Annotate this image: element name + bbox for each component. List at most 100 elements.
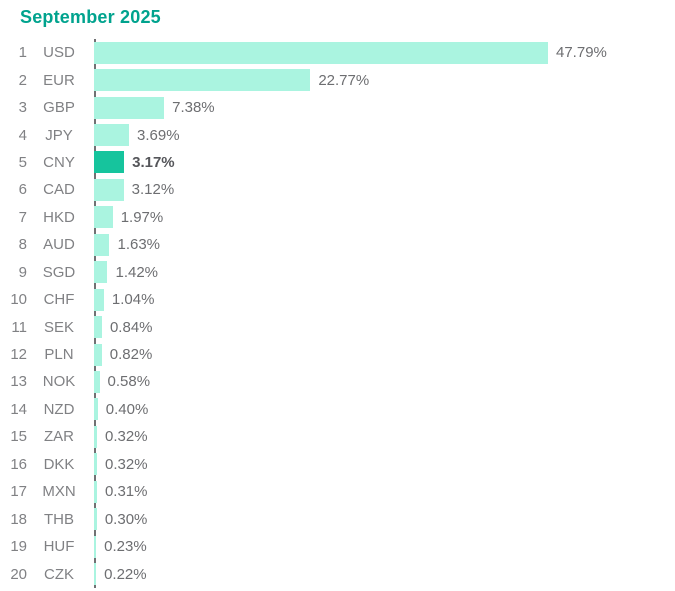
currency-code: AUD xyxy=(43,236,75,254)
bar xyxy=(94,178,124,201)
currency-code: MXN xyxy=(42,483,76,501)
currency-code: USD xyxy=(43,44,75,62)
chart-row: 9 SGD 1.42% xyxy=(0,259,675,286)
chart-rows: 1 USD 47.79% 2 EUR 22.77% 3 GBP 7.38% 4 JPY 3.69% 5 C… xyxy=(0,39,675,588)
value-label: 0.32% xyxy=(105,428,148,446)
value-label: 1.63% xyxy=(117,236,161,254)
chart-row: 13 NOK 0.58% xyxy=(0,368,675,395)
chart-row: 10 CHF 1.04% xyxy=(0,286,675,313)
rank-label: 13 xyxy=(10,373,27,391)
currency-code: HUF xyxy=(43,538,75,556)
bar-cell: 1.97% xyxy=(94,204,675,231)
bar-cell: 0.32% xyxy=(94,451,675,478)
chart-row: 12 PLN 0.82% xyxy=(0,341,675,368)
chart-row: 1 USD 47.79% xyxy=(0,39,675,66)
rank-label: 20 xyxy=(10,565,27,583)
bar xyxy=(94,288,104,311)
currency-code: ZAR xyxy=(44,428,74,446)
y-axis-line xyxy=(94,39,96,588)
value-label: 0.32% xyxy=(105,455,148,473)
rank-label: 14 xyxy=(10,400,27,418)
rank-label: 7 xyxy=(18,208,27,226)
chart-row: 5 CNY 3.17% xyxy=(0,149,675,176)
rank-label: 17 xyxy=(10,483,27,501)
value-label: 3.12% xyxy=(131,181,175,199)
value-label: 0.58% xyxy=(107,373,151,391)
value-label: 0.30% xyxy=(104,510,148,528)
rank-label: 1 xyxy=(18,44,27,62)
bar-cell: 1.04% xyxy=(94,286,675,313)
currency-code: JPY xyxy=(45,126,73,144)
currency-code: SGD xyxy=(42,263,76,281)
currency-code: NOK xyxy=(42,373,76,391)
bar xyxy=(94,398,98,421)
value-label: 0.84% xyxy=(109,318,153,336)
value-label: 0.40% xyxy=(105,400,149,418)
bar xyxy=(94,508,97,531)
bar-cell: 0.82% xyxy=(94,341,675,368)
bar-cell: 7.38% xyxy=(94,94,675,121)
bar-cell: 47.79% xyxy=(94,39,675,66)
bar xyxy=(94,425,98,448)
bar xyxy=(94,316,102,339)
bar xyxy=(94,535,97,558)
bar-cell: 0.40% xyxy=(94,396,675,423)
bar xyxy=(94,206,113,229)
currency-code: PLN xyxy=(44,346,74,364)
chart-row: 8 AUD 1.63% xyxy=(0,231,675,258)
bar-highlighted xyxy=(94,151,125,174)
chart-row: 19 HUF 0.23% xyxy=(0,533,675,560)
chart-row: 17 MXN 0.31% xyxy=(0,478,675,505)
value-label: 0.82% xyxy=(109,346,153,364)
currency-code: SEK xyxy=(43,318,74,336)
currency-code: CZK xyxy=(44,565,74,583)
bar xyxy=(94,343,102,366)
bar xyxy=(94,563,97,586)
bar xyxy=(94,41,548,64)
rank-label: 5 xyxy=(18,153,27,171)
rank-label: 2 xyxy=(18,71,27,89)
value-label: 3.17% xyxy=(132,153,175,171)
bar xyxy=(94,233,110,256)
rank-label: 19 xyxy=(10,538,27,556)
rank-label: 8 xyxy=(18,236,27,254)
currency-code: CNY xyxy=(43,153,75,171)
bar-cell: 0.22% xyxy=(94,560,675,587)
bar xyxy=(94,453,98,476)
value-label: 1.97% xyxy=(120,208,164,226)
rank-label: 6 xyxy=(18,181,27,199)
chart-row: 15 ZAR 0.32% xyxy=(0,423,675,450)
chart-row: 3 GBP 7.38% xyxy=(0,94,675,121)
rank-label: 12 xyxy=(10,346,27,364)
value-label: 0.23% xyxy=(104,538,147,556)
chart-row: 11 SEK 0.84% xyxy=(0,313,675,340)
chart-row: 4 JPY 3.69% xyxy=(0,121,675,148)
rank-label: 18 xyxy=(10,510,27,528)
value-label: 1.04% xyxy=(111,291,155,309)
chart-row: 2 EUR 22.77% xyxy=(0,66,675,93)
currency-code: HKD xyxy=(43,208,75,226)
bar-cell: 0.31% xyxy=(94,478,675,505)
value-label: 22.77% xyxy=(318,71,370,89)
currency-code: DKK xyxy=(43,455,75,473)
bar-cell: 1.42% xyxy=(94,259,675,286)
value-label: 47.79% xyxy=(556,44,607,62)
bar-cell: 3.12% xyxy=(94,176,675,203)
rank-label: 10 xyxy=(10,291,27,309)
chart-row: 16 DKK 0.32% xyxy=(0,451,675,478)
bar-cell: 0.32% xyxy=(94,423,675,450)
bar xyxy=(94,124,130,147)
bar-cell: 0.84% xyxy=(94,313,675,340)
currency-code: THB xyxy=(44,510,74,528)
chart-row: 18 THB 0.30% xyxy=(0,505,675,532)
bar-cell: 0.23% xyxy=(94,533,675,560)
bar xyxy=(94,370,100,393)
bar xyxy=(94,96,165,119)
bar xyxy=(94,261,108,284)
bar-cell: 0.58% xyxy=(94,368,675,395)
rank-label: 4 xyxy=(18,126,27,144)
value-label: 1.42% xyxy=(115,263,159,281)
chart-row: 7 HKD 1.97% xyxy=(0,204,675,231)
bar-cell: 1.63% xyxy=(94,231,675,258)
